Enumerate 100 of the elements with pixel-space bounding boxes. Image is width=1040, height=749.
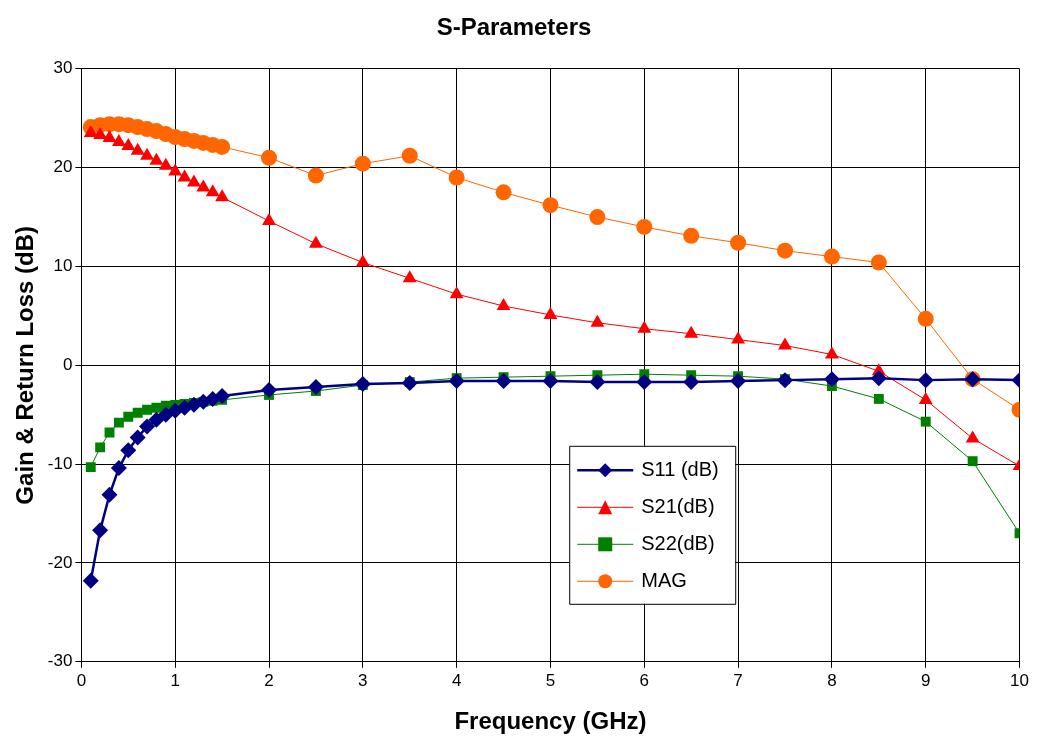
point [920,416,931,427]
y-tick-label: 0 [62,354,73,374]
point [777,372,793,389]
point [967,456,978,467]
point [683,227,700,244]
point [307,167,324,184]
y-tick-label: -20 [47,552,73,572]
point [205,184,220,197]
point [637,320,652,333]
point [873,393,884,404]
point [778,337,792,350]
point [354,155,371,172]
point [93,127,108,140]
x-tick-label: 3 [358,670,368,690]
point [589,374,606,391]
point [121,137,136,150]
point [730,373,747,390]
point [730,234,747,251]
point [214,138,231,155]
legend-label: MAG [641,568,687,591]
point [130,142,145,155]
point [401,375,418,392]
x-tick-label: 0 [76,670,87,690]
x-tick-label: 4 [451,670,462,690]
point [543,306,558,319]
y-tick-label: -30 [47,651,73,671]
point [870,254,887,271]
x-axis-title: Frequency (GHz) [454,707,647,735]
point [120,442,137,459]
point [542,197,559,214]
point [158,157,173,170]
point [214,387,231,404]
point [140,147,154,160]
y-tick-label: 10 [53,256,73,276]
point [731,331,746,344]
point [823,248,840,265]
y-tick-label: -10 [47,453,73,473]
point [777,242,793,259]
point [542,373,559,390]
x-tick-label: 8 [827,670,837,690]
point [102,129,117,142]
point [636,218,653,235]
point [148,411,165,428]
point [111,133,126,146]
point [92,522,109,539]
point [151,402,162,413]
point [448,373,465,390]
chart-title: S-Parameters [436,13,592,41]
point [129,429,146,446]
point [684,325,699,338]
point [354,376,371,393]
point [496,298,511,310]
point [307,379,324,396]
x-tick-label: 1 [170,670,180,690]
point [132,407,143,418]
point [308,235,323,248]
point [917,372,934,389]
point [449,286,464,299]
point [917,310,934,327]
legend-label: S11 (dB) [641,457,719,480]
y-tick-label: 20 [53,157,73,177]
point [142,404,152,415]
point [123,411,134,422]
point [355,254,370,267]
point [870,370,887,387]
y-tick-label: 30 [53,58,73,78]
x-tick-label: 7 [733,670,743,690]
point [139,418,156,435]
point [110,460,127,477]
point [149,152,164,165]
point [965,430,980,443]
point [101,486,118,503]
point [590,314,605,327]
point [215,189,230,202]
point [636,374,653,391]
x-tick-label: 5 [545,670,556,690]
x-tick-label: 6 [639,670,650,690]
point [262,213,276,225]
x-tick-label: 10 [1010,670,1030,690]
y-axis-title: Gain & Return Loss (dB) [11,225,39,505]
point [824,346,839,359]
point [82,572,99,589]
point [261,382,278,399]
point [168,163,183,176]
point [448,169,465,186]
point [589,209,606,226]
point [401,147,418,164]
point [402,270,417,283]
legend-label: S22(dB) [641,531,715,554]
point [83,125,98,138]
x-tick-label: 2 [264,670,274,690]
x-tick-label: 9 [920,670,931,690]
point [113,417,124,428]
point [177,169,192,182]
legend-label: S21(dB) [641,494,715,517]
point [683,374,700,391]
point [495,373,512,390]
point [196,179,211,192]
point [261,149,278,166]
point [823,371,840,388]
